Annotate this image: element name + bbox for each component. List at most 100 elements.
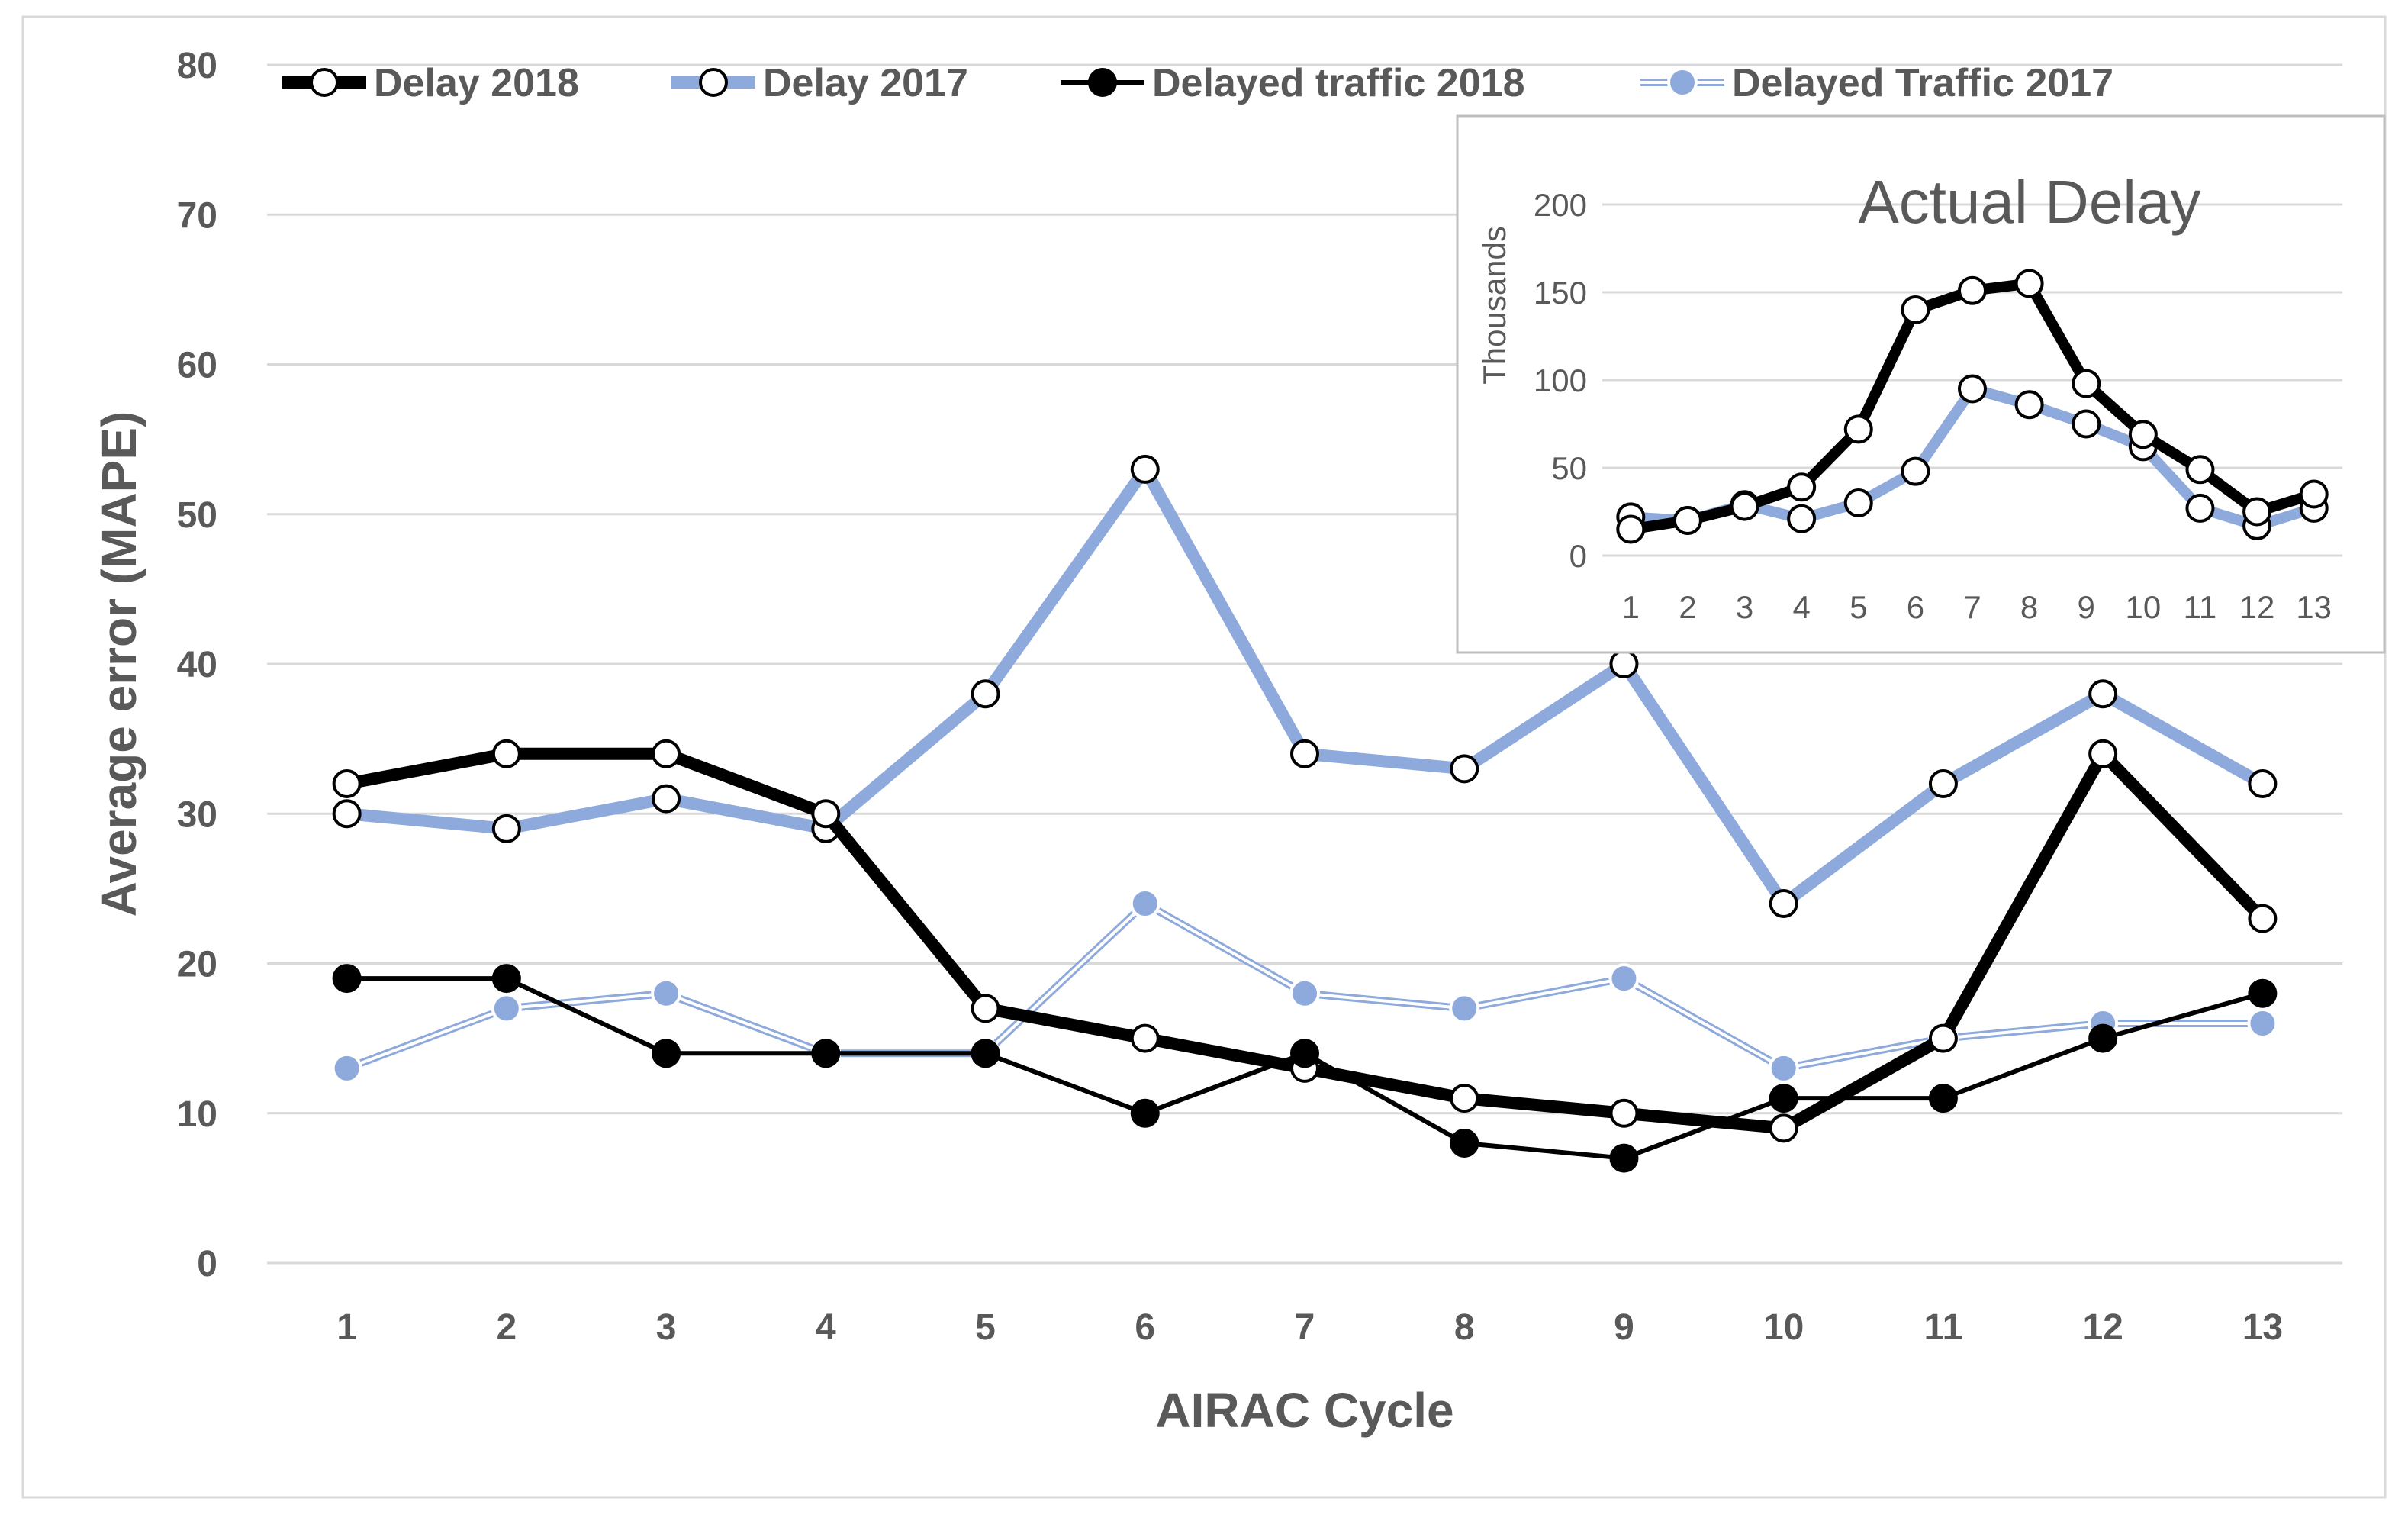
inset-data-point-s1-6 [1901,456,1930,486]
x-tick-label: 8 [1454,1307,1475,1348]
x-tick-label: 9 [1614,1307,1634,1348]
inset-x-tick-label: 12 [2239,589,2275,625]
data-point-s1-13 [2248,769,2278,798]
legend-swatch-marker-3 [1667,67,1698,98]
data-point-s0-6 [1130,1023,1160,1053]
data-point-s1-9 [1609,649,1639,678]
data-point-s3-1 [331,1052,362,1084]
inset-y-tick-label: 100 [1534,362,1587,398]
inset-data-point-s0-5 [1843,414,1873,444]
data-point-s0-13 [2248,904,2278,933]
data-point-s1-6 [1130,454,1160,484]
inset-x-tick-label: 7 [1963,589,1981,625]
data-point-s2-7 [1290,1039,1319,1068]
inset-data-point-s1-9 [2072,409,2101,439]
inset-x-tick-label: 4 [1792,589,1810,625]
data-point-s3-3 [651,978,682,1009]
inset-x-tick-label: 10 [2125,589,2161,625]
y-tick-label: 70 [177,195,217,236]
inset-title: Actual Delay [1858,168,2200,236]
inset-y-tick-label: 200 [1534,187,1587,223]
inset-x-tick-label: 9 [2078,589,2095,625]
x-tick-label: 10 [1763,1307,1804,1348]
x-tick-label: 12 [2082,1307,2123,1348]
inset-data-point-s1-8 [2014,390,2044,420]
inset-x-tick-label: 6 [1907,589,1924,625]
inset-x-tick-label: 8 [2020,589,2038,625]
inset-y-axis-title: Thousands [1476,226,1512,385]
inset-data-point-s0-11 [2185,455,2215,485]
data-point-s1-2 [491,814,521,843]
inset-data-point-s0-2 [1672,506,1702,535]
inset-data-point-s1-7 [1958,374,1987,404]
inset-data-point-s0-10 [2128,420,2158,449]
data-point-s3-9 [1608,963,1640,994]
data-point-s0-4 [811,799,841,829]
legend-swatch-marker-0 [310,68,339,97]
data-point-s3-2 [491,993,522,1024]
inset-x-tick-label: 3 [1736,589,1753,625]
inset-y-tick-label: 0 [1569,538,1587,574]
data-point-s1-8 [1450,754,1479,784]
data-point-s1-3 [652,784,681,814]
data-point-s2-10 [1769,1084,1798,1113]
data-point-s2-11 [1928,1084,1958,1113]
data-point-s0-11 [1928,1023,1958,1053]
y-tick-label: 10 [177,1094,217,1135]
inset-y-tick-label: 50 [1551,450,1587,486]
data-point-s0-8 [1450,1084,1479,1113]
data-point-s2-8 [1450,1129,1479,1158]
inset-data-point-s0-3 [1730,491,1759,521]
inset-x-tick-label: 5 [1849,589,1867,625]
data-point-s1-12 [2088,679,2118,709]
inset-data-point-s1-4 [1787,504,1817,533]
data-point-s2-13 [2248,978,2278,1008]
legend-swatch-marker-2 [1088,68,1117,97]
y-tick-label: 20 [177,945,217,985]
y-tick-label: 80 [177,46,217,86]
data-point-s3-13 [2247,1008,2278,1039]
x-tick-label: 11 [1924,1307,1963,1348]
y-tick-label: 60 [177,346,217,386]
data-point-s2-6 [1130,1098,1160,1128]
inset-data-point-s0-4 [1787,472,1817,502]
x-tick-label: 7 [1295,1307,1315,1348]
data-point-s3-10 [1768,1052,1799,1084]
inset-data-point-s1-5 [1843,488,1873,517]
x-tick-label: 6 [1135,1307,1155,1348]
inset-data-point-s1-11 [2185,493,2215,523]
data-point-s3-8 [1449,993,1480,1024]
y-tick-label: 50 [177,495,217,536]
data-point-s0-3 [652,739,681,768]
x-tick-label: 3 [656,1307,677,1348]
inset-data-point-s0-6 [1901,295,1930,324]
legend-label-3: Delayed Traffic 2017 [1732,61,2113,105]
data-point-s3-6 [1129,888,1161,919]
data-point-s1-10 [1769,889,1798,918]
inset-data-point-s0-8 [2014,269,2044,298]
x-tick-label: 4 [816,1307,836,1348]
data-point-s0-12 [2088,739,2118,768]
legend-label-0: Delay 2018 [374,61,579,105]
data-point-s1-1 [332,799,362,829]
data-point-s2-5 [971,1039,1000,1068]
data-point-s0-10 [1769,1113,1798,1143]
inset-x-tick-label: 11 [2184,589,2217,625]
inset-x-tick-label: 1 [1622,589,1640,625]
inset-x-tick-label: 13 [2296,589,2332,625]
data-point-s3-7 [1289,978,1320,1009]
data-point-s2-4 [811,1039,841,1068]
data-point-s0-9 [1609,1098,1639,1128]
inset-data-point-s0-9 [2072,369,2101,398]
legend-label-1: Delay 2017 [763,61,968,105]
data-point-s2-9 [1609,1143,1639,1173]
data-point-s2-12 [2088,1023,2118,1053]
y-tick-label: 30 [177,794,217,835]
x-tick-label: 2 [496,1307,517,1348]
data-point-s2-2 [491,964,521,994]
data-point-s2-1 [332,964,362,994]
inset-x-tick-label: 2 [1679,589,1696,625]
inset-data-point-s0-12 [2242,497,2272,527]
